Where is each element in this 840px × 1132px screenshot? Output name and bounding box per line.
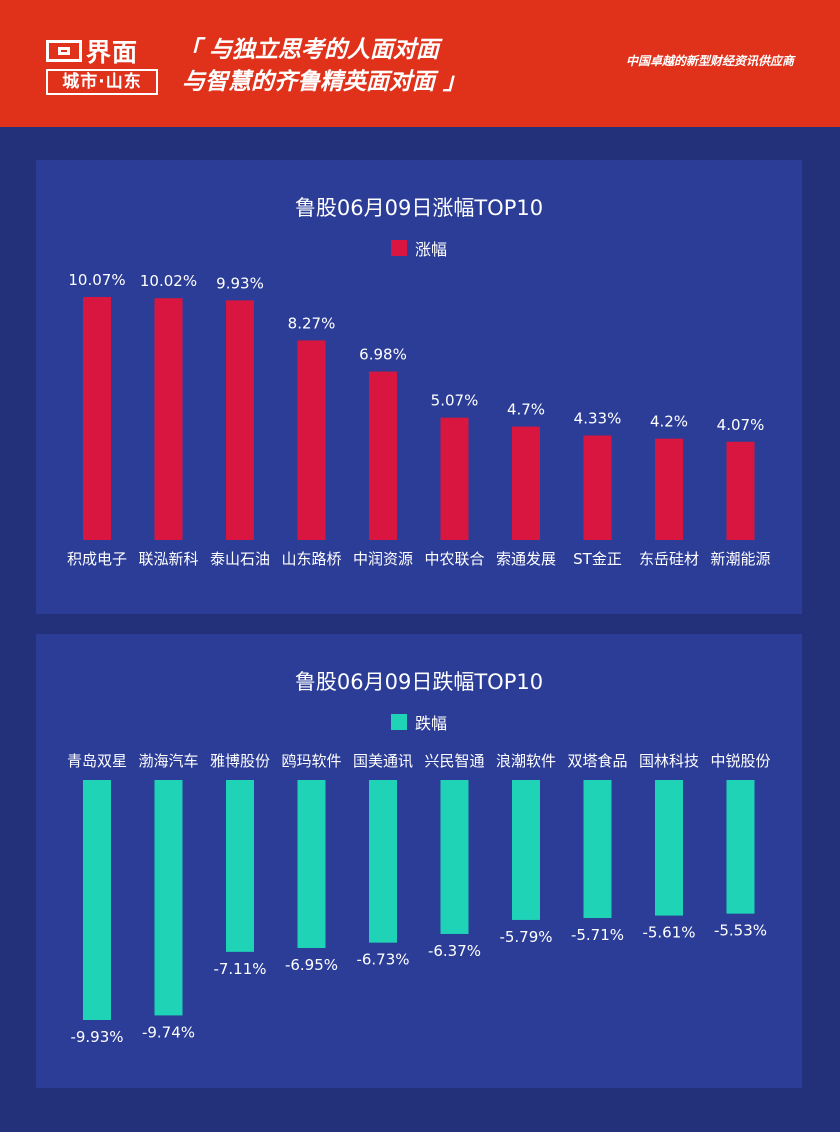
losers-category-label-3: 雅博股份 [210, 752, 270, 770]
gainers-bar-7 [512, 426, 540, 540]
gainers-value-label-10: 4.07% [717, 416, 765, 434]
brand-logo: 界面 城市·山东 [46, 35, 158, 95]
logo-name: 界面 [86, 38, 139, 67]
gainers-value-label-9: 4.2% [650, 413, 688, 431]
gainers-legend: 涨幅 [36, 236, 802, 260]
losers-bar-chart: -9.93% 青岛双星 -9.74% 渤海汽车 -7.11% 雅博股份 -6.95% 鸥玛软件… [67, 752, 771, 1046]
gainers-category-label-9: 东岳硅材 [639, 550, 699, 568]
gainers-chart-title: 鲁股06月09日涨幅TOP10 [294, 196, 544, 220]
gainers-legend-swatch [390, 240, 407, 256]
gainers-category-label-7: 索通发展 [496, 550, 556, 568]
losers-value-label-1: -9.93% [70, 1028, 123, 1046]
losers-category-label-8: 双塔食品 [567, 752, 627, 770]
losers-bar-4 [297, 780, 326, 948]
gainers-value-label-5: 6.98% [359, 346, 407, 364]
losers-bar-1 [83, 780, 111, 1020]
gainers-value-label-7: 4.7% [507, 401, 545, 419]
losers-value-label-10: -5.53% [714, 922, 767, 940]
losers-bar-7 [512, 780, 540, 920]
losers-category-label-7: 浪潮软件 [496, 752, 556, 770]
losers-chart-panel: 鲁股06月09日跌幅TOP10 跌幅 -9.93% 青岛双星 -9.74% 渤海汽车 -… [36, 634, 802, 1088]
logo-mark-icon [46, 40, 82, 62]
gainers-category-label-6: 中农联合 [424, 550, 484, 568]
tagline: 中国卓越的新型财经资讯供应商 [625, 54, 794, 68]
gainers-bar-5 [369, 371, 397, 540]
losers-bar-9 [655, 780, 683, 916]
gainers-bar-chart: 10.07% 积成电子 10.02% 联泓新科 9.93% 泰山石油 8.27% 山东路桥 6.… [67, 271, 771, 568]
gainers-category-label-1: 积成电子 [67, 550, 127, 568]
losers-bar-8 [583, 780, 612, 919]
gainers-value-label-3: 9.93% [216, 274, 264, 292]
gainers-category-label-2: 联泓新科 [138, 550, 198, 568]
slogan-line-1: 「 与独立思考的人面对面 [178, 37, 440, 63]
gainers-value-label-1: 10.07% [68, 271, 125, 289]
gainers-value-label-8: 4.33% [574, 410, 622, 428]
losers-chart-title: 鲁股06月09日跌幅TOP10 [294, 670, 544, 694]
losers-bar-5 [369, 780, 397, 943]
losers-bar-2 [154, 780, 183, 1016]
gainers-category-label-3: 泰山石油 [210, 550, 270, 568]
gainers-bar-9 [655, 438, 683, 540]
slogan-line-2: 与智慧的齐鲁精英面对面 」 [182, 69, 467, 95]
losers-bar-10 [726, 780, 755, 914]
gainers-bar-8 [583, 435, 612, 540]
gainers-category-label-8: ST金正 [573, 550, 622, 568]
losers-value-label-6: -6.37% [428, 942, 481, 960]
losers-legend: 跌幅 [36, 710, 802, 734]
losers-legend-swatch [390, 714, 407, 730]
gainers-value-label-4: 8.27% [288, 314, 336, 332]
losers-bar-6 [440, 780, 469, 934]
gainers-legend-label: 涨幅 [414, 240, 447, 259]
gainers-value-label-6: 5.07% [431, 392, 479, 410]
header-banner: 界面 城市·山东 「 与独立思考的人面对面 与智慧的齐鲁精英面对面 」 中国卓越… [0, 0, 840, 127]
gainers-bar-10 [726, 441, 755, 540]
gainers-bar-4 [297, 340, 326, 540]
losers-legend-label: 跌幅 [414, 714, 447, 733]
slogan: 「 与独立思考的人面对面 与智慧的齐鲁精英面对面 」 [178, 34, 466, 98]
gainers-category-label-5: 中润资源 [353, 550, 413, 568]
gainers-bar-6 [440, 417, 469, 540]
losers-category-label-2: 渤海汽车 [138, 752, 198, 770]
losers-category-label-10: 中锐股份 [710, 752, 770, 770]
gainers-category-label-10: 新潮能源 [710, 550, 770, 568]
gainers-value-label-2: 10.02% [140, 272, 197, 290]
losers-value-label-9: -5.61% [642, 924, 695, 942]
losers-value-label-3: -7.11% [213, 960, 266, 978]
gainers-bar-1 [83, 297, 111, 540]
losers-category-label-4: 鸥玛软件 [281, 752, 341, 770]
losers-bar-3 [226, 780, 254, 952]
losers-value-label-4: -6.95% [285, 956, 338, 974]
losers-value-label-7: -5.79% [499, 928, 552, 946]
losers-value-label-8: -5.71% [571, 926, 624, 944]
gainers-bar-3 [226, 300, 254, 540]
losers-category-label-5: 国美通讯 [353, 752, 413, 770]
gainers-chart-panel: 鲁股06月09日涨幅TOP10 涨幅 10.07% 积成电子 10.02% 联泓新科 9… [36, 160, 802, 614]
losers-category-label-1: 青岛双星 [67, 752, 127, 770]
gainers-bar-2 [154, 298, 183, 540]
losers-category-label-9: 国林科技 [639, 752, 699, 770]
losers-value-label-5: -6.73% [356, 951, 409, 969]
losers-category-label-6: 兴民智通 [424, 752, 484, 770]
gainers-category-label-4: 山东路桥 [281, 550, 341, 568]
losers-value-label-2: -9.74% [142, 1023, 195, 1041]
logo-city: 城市·山东 [46, 69, 158, 95]
